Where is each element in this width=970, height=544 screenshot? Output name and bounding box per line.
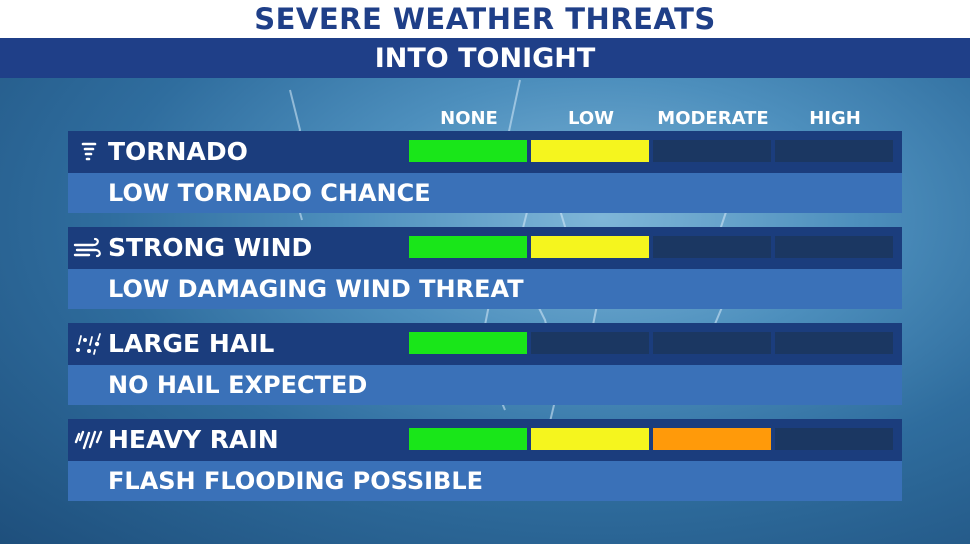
threat-description: LOW DAMAGING WIND THREAT: [108, 275, 524, 303]
threat-name: LARGE HAIL: [108, 329, 275, 358]
page-title: SEVERE WEATHER THREATS: [254, 2, 716, 36]
threat-tornado: TORNADO LOW TORNADO CHANCE: [68, 131, 902, 213]
level-label-low: LOW: [568, 108, 614, 129]
threat-strong-wind: STRONG WIND LOW DAMAGING WIND THREAT: [68, 227, 902, 309]
level-label-high: HIGH: [809, 108, 861, 129]
meter-segment-high: [775, 428, 893, 450]
threat-heavy-rain: HEAVY RAIN FLASH FLOODING POSSIBLE: [68, 419, 902, 501]
threat-name-row: TORNADO: [68, 131, 902, 173]
meter-segment-moderate: [653, 236, 771, 258]
meter-segment-low: [531, 332, 649, 354]
meter-segment-moderate: [653, 332, 771, 354]
meter-segment-high: [775, 332, 893, 354]
meter-segment-low: [531, 236, 649, 258]
threat-description: FLASH FLOODING POSSIBLE: [108, 467, 484, 495]
tornado-icon: [81, 142, 97, 161]
threat-description: LOW TORNADO CHANCE: [108, 179, 431, 207]
wind-icon: [73, 237, 101, 258]
level-label-none: NONE: [440, 108, 498, 129]
meter-segment-high: [775, 140, 893, 162]
rain-icon: [74, 430, 103, 450]
threat-name: HEAVY RAIN: [108, 425, 279, 454]
subtitle-bar: INTO TONIGHT: [0, 38, 970, 78]
threat-description-row: FLASH FLOODING POSSIBLE: [68, 461, 902, 501]
page-subtitle: INTO TONIGHT: [374, 42, 596, 74]
meter-segment-none: [409, 332, 527, 354]
threat-name-row: STRONG WIND: [68, 227, 902, 269]
threat-name-row: LARGE HAIL: [68, 323, 902, 365]
meter-segment-none: [409, 236, 527, 258]
meter-segment-high: [775, 236, 893, 258]
threat-large-hail: LARGE HAIL NO HAIL EXPECTED: [68, 323, 902, 405]
meter-segment-moderate: [653, 428, 771, 450]
meter-segment-none: [409, 140, 527, 162]
meter-segment-low: [531, 140, 649, 162]
title-bar: SEVERE WEATHER THREATS: [0, 0, 970, 38]
threat-name: STRONG WIND: [108, 233, 313, 262]
threat-description-row: LOW DAMAGING WIND THREAT: [68, 269, 902, 309]
threat-description-row: LOW TORNADO CHANCE: [68, 173, 902, 213]
meter-segment-low: [531, 428, 649, 450]
threat-name-row: HEAVY RAIN: [68, 419, 902, 461]
meter-segment-none: [409, 428, 527, 450]
hail-icon: [76, 333, 101, 355]
threat-description-row: NO HAIL EXPECTED: [68, 365, 902, 405]
level-label-moderate: MODERATE: [657, 108, 769, 129]
threat-description: NO HAIL EXPECTED: [108, 371, 368, 399]
meter-segment-moderate: [653, 140, 771, 162]
threat-name: TORNADO: [108, 137, 248, 166]
